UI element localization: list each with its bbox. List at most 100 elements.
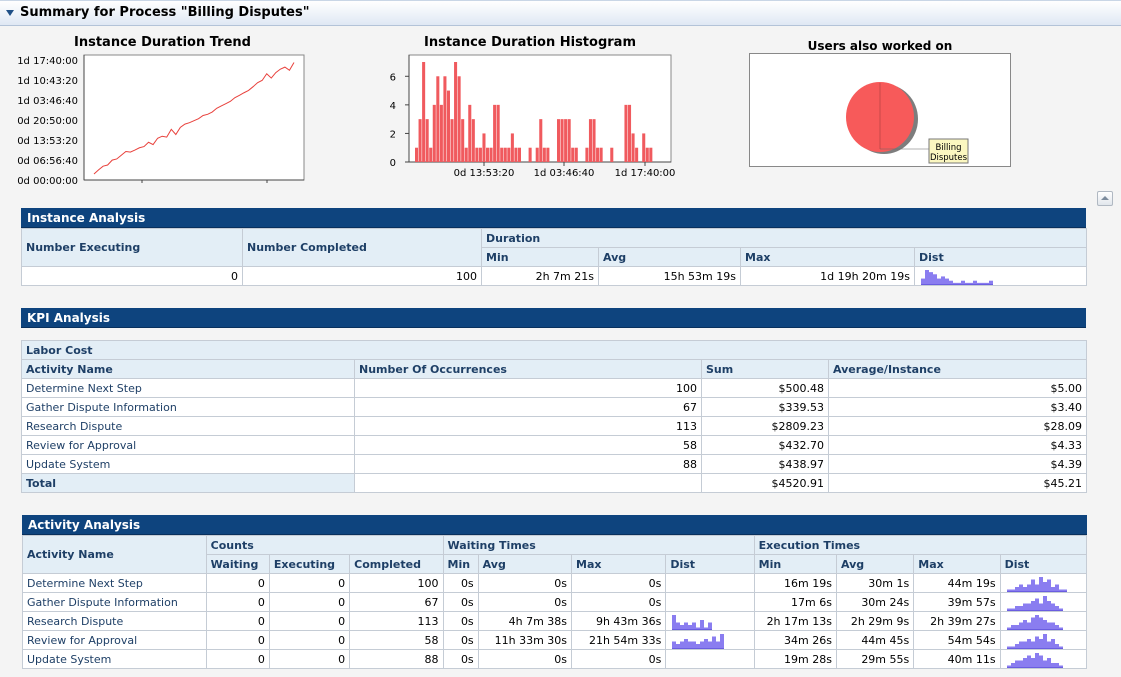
exec-min: 2h 17m 13s bbox=[753, 611, 837, 631]
col-exec-dist: Dist bbox=[999, 554, 1088, 574]
col-waiting-dist: Dist bbox=[665, 554, 755, 574]
exec-dist bbox=[999, 573, 1088, 593]
col-duration-min[interactable]: Min bbox=[481, 247, 599, 267]
histogram-bar bbox=[631, 133, 635, 162]
exec-dist bbox=[999, 592, 1088, 612]
duration-max-value: 1d 19h 20m 19s bbox=[740, 266, 915, 286]
dist-bar bbox=[953, 282, 957, 285]
col-waiting-max[interactable]: Max bbox=[571, 554, 667, 574]
collapse-triangle-icon[interactable] bbox=[6, 10, 14, 16]
col-duration-max[interactable]: Max bbox=[740, 247, 915, 267]
dist-bar bbox=[1018, 641, 1023, 649]
dist-bar bbox=[1026, 603, 1031, 611]
histogram-x-tick-label: 1d 17:40:00 bbox=[615, 168, 676, 179]
duration-avg-value: 15h 53m 19s bbox=[598, 266, 741, 286]
count-completed: 88 bbox=[349, 649, 444, 669]
col-exec-min[interactable]: Min bbox=[753, 554, 837, 574]
exec-min: 16m 19s bbox=[753, 573, 837, 593]
histogram-bar bbox=[539, 119, 543, 162]
dist-bar bbox=[965, 282, 969, 285]
dist-bar bbox=[1006, 589, 1011, 592]
waiting-max: 9h 43m 36s bbox=[571, 611, 667, 631]
dist-bar bbox=[1014, 605, 1019, 611]
col-average-instance[interactable]: Average/Instance bbox=[828, 359, 1087, 379]
dist-bar bbox=[1026, 638, 1031, 649]
kpi-avg: $4.39 bbox=[828, 454, 1087, 474]
histogram-bar bbox=[610, 147, 614, 162]
dist-bar bbox=[1018, 622, 1023, 630]
dist-bar bbox=[1018, 584, 1023, 592]
activity-name: Gather Dispute Information bbox=[22, 592, 207, 612]
col-waiting[interactable]: Waiting bbox=[205, 554, 270, 574]
kpi-analysis-section: KPI Analysis Labor Cost Activity Name Nu… bbox=[21, 308, 1087, 493]
dist-bar bbox=[720, 633, 725, 649]
waiting-dist bbox=[665, 592, 755, 612]
col-sum[interactable]: Sum bbox=[701, 359, 829, 379]
kpi-sum: $500.48 bbox=[701, 378, 829, 398]
dist-bar bbox=[1050, 638, 1055, 649]
kpi-occurrences: 113 bbox=[354, 416, 702, 436]
histogram-bar bbox=[475, 147, 479, 162]
col-exec-max[interactable]: Max bbox=[913, 554, 1001, 574]
dist-bar bbox=[941, 275, 945, 285]
dist-bar bbox=[1022, 657, 1027, 668]
col-duration-avg[interactable]: Avg bbox=[598, 247, 741, 267]
trend-chart-title: Instance Duration Trend bbox=[74, 35, 251, 50]
waiting-dist bbox=[665, 649, 755, 669]
dist-bar bbox=[1030, 617, 1035, 630]
histogram-x-tick-label: 0d 13:53:20 bbox=[454, 168, 515, 179]
dist-bar bbox=[929, 271, 933, 285]
dist-bar bbox=[1022, 586, 1027, 592]
completed-value: 100 bbox=[242, 266, 482, 286]
col-waiting-avg[interactable]: Avg bbox=[477, 554, 573, 574]
histogram-bar bbox=[432, 104, 436, 162]
histogram-bar bbox=[464, 147, 468, 162]
col-activity-name[interactable]: Activity Name bbox=[21, 359, 355, 379]
waiting-dist bbox=[665, 630, 755, 650]
col-occurrences[interactable]: Number Of Occurrences bbox=[354, 359, 702, 379]
histogram-bar bbox=[635, 147, 639, 162]
col-duration-dist: Dist bbox=[913, 247, 1088, 267]
col-completed[interactable]: Completed bbox=[349, 554, 444, 574]
histogram-bar bbox=[571, 147, 575, 162]
col-exec-avg[interactable]: Avg bbox=[835, 554, 915, 574]
process-summary-header[interactable]: Summary for Process "Billing Disputes" bbox=[0, 0, 1121, 26]
col-executing[interactable]: Executing bbox=[268, 554, 351, 574]
exec-avg: 29m 55s bbox=[835, 649, 915, 669]
col-number-executing[interactable]: Number Executing bbox=[21, 228, 243, 267]
dist-bar bbox=[1058, 646, 1063, 649]
exec-dist bbox=[999, 649, 1088, 669]
kpi-occurrences: 58 bbox=[354, 435, 702, 455]
col-waiting-min[interactable]: Min bbox=[442, 554, 479, 574]
waiting-avg: 11h 33m 30s bbox=[477, 630, 573, 650]
dist-bar bbox=[692, 641, 697, 649]
dist-bar bbox=[676, 622, 681, 630]
waiting-min: 0s bbox=[442, 649, 479, 669]
instance-analysis-title: Instance Analysis bbox=[21, 208, 1086, 228]
dist-bar bbox=[1010, 624, 1015, 630]
dist-bar bbox=[1006, 627, 1011, 630]
waiting-min: 0s bbox=[442, 611, 479, 631]
kpi-total-row: Total $4520.91 $45.21 bbox=[21, 473, 1087, 493]
count-waiting: 0 bbox=[205, 592, 270, 612]
dist-bar bbox=[700, 641, 705, 649]
total-avg: $45.21 bbox=[828, 473, 1087, 493]
col-activity-name[interactable]: Activity Name bbox=[22, 535, 207, 574]
table-row: 0 100 2h 7m 21s 15h 53m 19s 1d 19h 20m 1… bbox=[21, 266, 1088, 286]
duration-min-value: 2h 7m 21s bbox=[481, 266, 599, 286]
dist-bar bbox=[1034, 636, 1039, 649]
scroll-up-button[interactable] bbox=[1097, 191, 1113, 206]
dist-bar bbox=[933, 273, 937, 285]
trend-y-tick-label: 0d 20:50:00 bbox=[17, 116, 78, 127]
col-number-completed[interactable]: Number Completed bbox=[242, 228, 482, 267]
waiting-max: 0s bbox=[571, 649, 667, 669]
table-row: Review for Approval 0 0 58 0s 11h 33m 30… bbox=[22, 630, 1088, 650]
dist-bar bbox=[688, 641, 693, 649]
count-waiting: 0 bbox=[205, 649, 270, 669]
histogram-bar bbox=[450, 119, 454, 162]
dist-bar bbox=[1026, 622, 1031, 630]
dist-bar bbox=[989, 280, 993, 285]
histogram-bar bbox=[429, 147, 433, 162]
histogram-bar bbox=[628, 104, 632, 162]
dist-bar bbox=[1058, 665, 1063, 668]
